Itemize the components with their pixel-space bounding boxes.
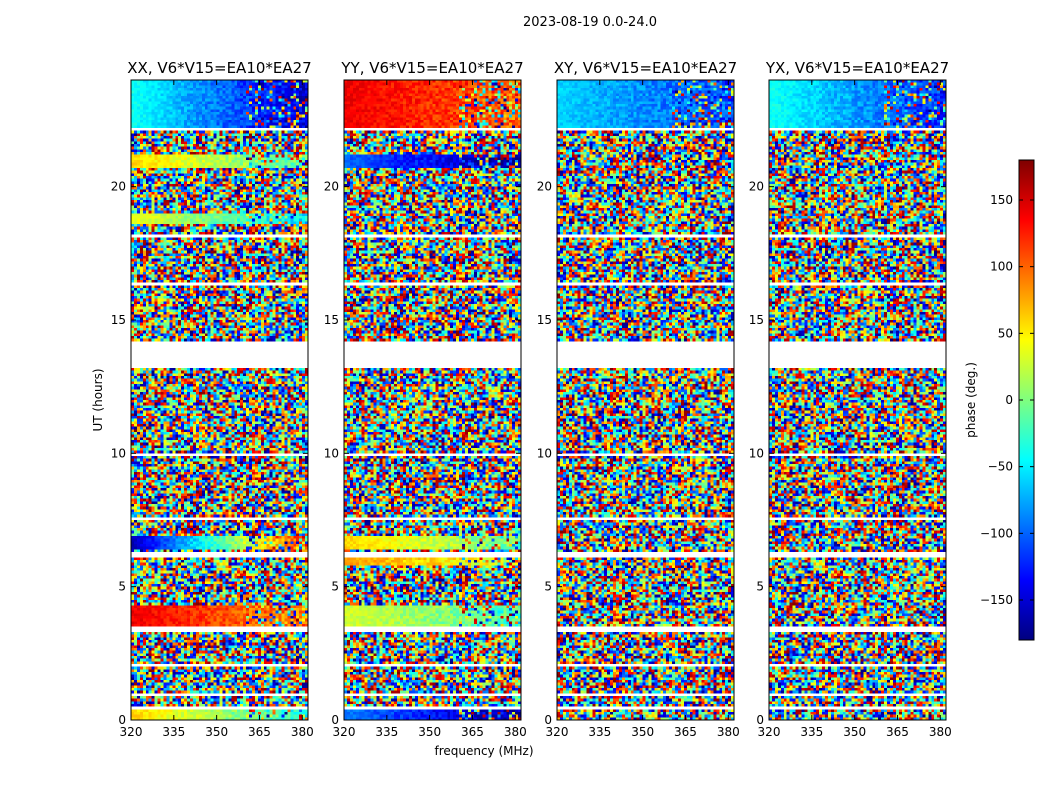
x-tick-label: 380 bbox=[291, 725, 314, 739]
colorbar-tick-label: 100 bbox=[990, 260, 1013, 274]
y-tick-label: 10 bbox=[537, 446, 552, 460]
x-tick-label: 350 bbox=[418, 725, 441, 739]
x-tick-label: 365 bbox=[248, 725, 271, 739]
panel-4-heatmap bbox=[769, 80, 946, 720]
panel-3-title: XY, V6*V15=EA10*EA27 bbox=[554, 59, 737, 77]
colorbar-tick-label: −150 bbox=[980, 593, 1013, 607]
colorbar: −150 −100 −50 0 50 100 150 bbox=[980, 159, 1035, 641]
x-tick-label: 335 bbox=[375, 725, 398, 739]
panel-3-heatmap bbox=[557, 80, 734, 720]
y-tick-label: 10 bbox=[111, 446, 126, 460]
x-axis-label: frequency (MHz) bbox=[434, 744, 533, 758]
panel-4: YX, V6*V15=EA10*EA27 320 335 350 365 380 0 5 10 1… bbox=[749, 59, 952, 739]
panel-1: XX, V6*V15=EA10*EA27 320 335 350 365 380 0 5 10 1… bbox=[111, 59, 314, 739]
y-tick-label: 5 bbox=[756, 580, 764, 594]
y-tick-label: 20 bbox=[324, 180, 339, 194]
y-tick-label: 5 bbox=[331, 580, 339, 594]
x-tick-label: 365 bbox=[461, 725, 484, 739]
colorbar-tick-label: −100 bbox=[980, 526, 1013, 540]
y-tick-label: 15 bbox=[749, 313, 764, 327]
colorbar-tick-label: −50 bbox=[988, 460, 1013, 474]
y-tick-label: 5 bbox=[118, 580, 126, 594]
x-tick-label: 380 bbox=[929, 725, 952, 739]
y-tick-label: 15 bbox=[537, 313, 552, 327]
x-tick-label: 335 bbox=[800, 725, 823, 739]
y-tick-label: 0 bbox=[544, 713, 552, 727]
panel-4-frame bbox=[768, 79, 947, 721]
y-tick-label: 20 bbox=[537, 180, 552, 194]
panel-1-frame bbox=[130, 79, 309, 721]
x-tick-label: 350 bbox=[843, 725, 866, 739]
x-tick-label: 380 bbox=[504, 725, 527, 739]
colorbar-tick-label: 0 bbox=[1005, 393, 1013, 407]
colorbar-tick-label: 50 bbox=[998, 326, 1013, 340]
panel-3-frame bbox=[556, 79, 735, 721]
panel-2-heatmap bbox=[344, 80, 521, 720]
y-tick-label: 10 bbox=[324, 446, 339, 460]
y-axis-label: UT (hours) bbox=[91, 368, 105, 431]
y-tick-label: 15 bbox=[111, 313, 126, 327]
x-tick-label: 365 bbox=[886, 725, 909, 739]
x-tick-label: 365 bbox=[674, 725, 697, 739]
x-tick-label: 380 bbox=[717, 725, 740, 739]
colorbar-tick-label: 150 bbox=[990, 193, 1013, 207]
colorbar-label: phase (deg.) bbox=[964, 362, 978, 438]
panels-group: XX, V6*V15=EA10*EA27 320 335 350 365 380 0 5 10 1… bbox=[111, 59, 952, 739]
x-tick-label: 350 bbox=[631, 725, 654, 739]
panel-2-frame bbox=[343, 79, 522, 721]
y-tick-label: 0 bbox=[331, 713, 339, 727]
panel-1-title: XX, V6*V15=EA10*EA27 bbox=[127, 59, 311, 77]
x-tick-label: 335 bbox=[588, 725, 611, 739]
x-tick-label: 320 bbox=[758, 725, 781, 739]
x-tick-label: 320 bbox=[546, 725, 569, 739]
x-tick-label: 320 bbox=[333, 725, 356, 739]
panel-2: YY, V6*V15=EA10*EA27 320 335 350 365 380 0 5 10 1… bbox=[324, 59, 527, 739]
colorbar-gradient bbox=[1019, 160, 1034, 640]
x-tick-label: 350 bbox=[205, 725, 228, 739]
y-tick-label: 20 bbox=[111, 180, 126, 194]
y-tick-label: 15 bbox=[324, 313, 339, 327]
y-tick-label: 10 bbox=[749, 446, 764, 460]
panel-1-heatmap bbox=[131, 80, 308, 720]
y-tick-label: 0 bbox=[756, 713, 764, 727]
y-tick-label: 5 bbox=[544, 580, 552, 594]
y-tick-label: 0 bbox=[118, 713, 126, 727]
panel-4-title: YX, V6*V15=EA10*EA27 bbox=[765, 59, 949, 77]
x-tick-label: 320 bbox=[120, 725, 143, 739]
panel-3: XY, V6*V15=EA10*EA27 320 335 350 365 380 0 5 10 1… bbox=[537, 59, 740, 739]
x-tick-label: 335 bbox=[162, 725, 185, 739]
panel-2-title: YY, V6*V15=EA10*EA27 bbox=[340, 59, 523, 77]
figure-suptitle: 2023-08-19 0.0-24.0 bbox=[523, 15, 657, 30]
y-tick-label: 20 bbox=[749, 180, 764, 194]
